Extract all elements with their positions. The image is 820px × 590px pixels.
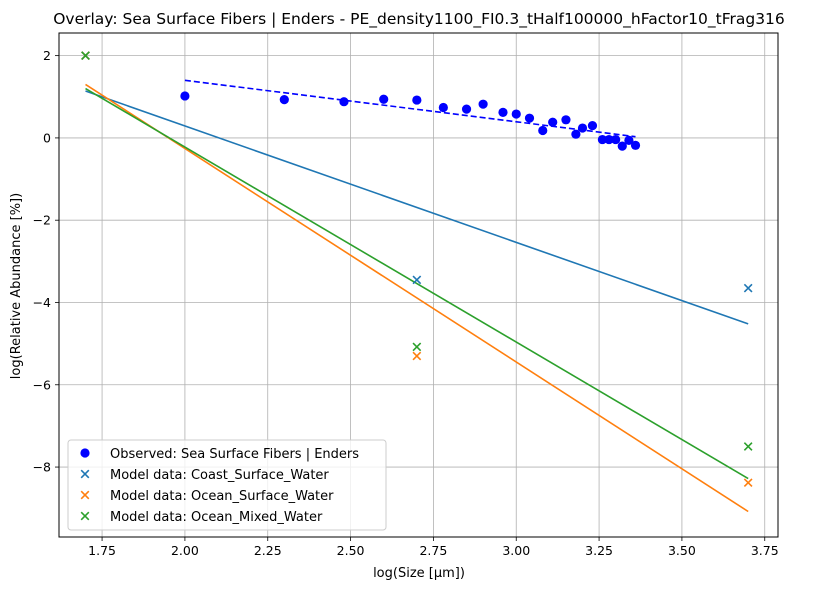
plot-frame: [58, 32, 779, 538]
x-tick-label: 3.25: [585, 543, 613, 558]
model-point: [81, 51, 90, 60]
y-tick-label: −2: [33, 213, 51, 228]
observed-point: [624, 135, 634, 145]
observed-point: [630, 140, 641, 150]
y-tick-label: −4: [33, 295, 51, 310]
observed-point: [571, 129, 581, 139]
x-tick-label: 2.25: [254, 543, 282, 558]
y-tick-label: 0: [43, 130, 51, 145]
legend-label: Observed: Sea Surface Fibers | Enders: [110, 447, 359, 462]
x-marker-stroke: [412, 342, 422, 352]
legend-label: Model data: Ocean_Surface_Water: [110, 489, 334, 504]
model-point: [743, 478, 753, 488]
observed-point: [339, 97, 349, 107]
legend-marker: [80, 448, 90, 458]
legend-label: Model data: Ocean_Mixed_Water: [110, 510, 323, 525]
chart-title: Overlay: Sea Surface Fibers | Enders - P…: [53, 10, 785, 29]
model-point: [743, 283, 753, 293]
x-tick-label: 2.50: [337, 543, 365, 558]
observed-point: [412, 95, 422, 105]
x-marker-stroke: [80, 469, 90, 479]
observed-point: [461, 104, 472, 114]
observed-point: [577, 123, 588, 133]
legend-box: [67, 439, 387, 531]
x-tick-label: 2.00: [171, 543, 199, 558]
data-points: [81, 51, 753, 488]
observed-point: [511, 109, 521, 119]
observed-point: [617, 141, 627, 151]
model-point: [412, 275, 422, 285]
fit-lines: [85, 79, 749, 513]
legend-marker: [80, 469, 90, 479]
observed-point: [524, 113, 535, 123]
y-axis-title: log(Relative Abundance [%]): [9, 193, 24, 379]
observed-point: [279, 95, 289, 105]
axis-ticks: 1.75 2.00 2.25 2.50 2.75 3.00 3.25 3.50 3.75 2 0 −2…: [33, 48, 779, 558]
observed-point: [548, 117, 558, 127]
y-tick-label: −8: [33, 460, 51, 475]
y-tick-label: 2: [43, 48, 51, 63]
model-fit-line: [85, 83, 749, 513]
legend-label: Model data: Coast_Surface_Water: [110, 468, 329, 483]
observed-point: [587, 120, 598, 131]
model-point: [412, 351, 422, 361]
model-fit-line: [85, 87, 749, 480]
observed-point: [478, 99, 488, 109]
x-axis-title: log(Size [µm]): [373, 566, 465, 581]
x-marker-stroke: [412, 351, 422, 361]
observed-point: [538, 125, 548, 136]
x-marker-stroke: [81, 51, 90, 60]
x-marker-stroke: [743, 442, 753, 451]
x-tick-label: 1.75: [88, 543, 116, 558]
x-tick-label: 3.50: [668, 543, 696, 558]
model-point: [743, 442, 753, 451]
x-tick-label: 3.75: [751, 543, 779, 558]
observed-point: [604, 134, 614, 145]
observed-point: [379, 94, 389, 104]
legend-marker: [80, 490, 90, 500]
model-fit-line: [85, 90, 749, 325]
x-tick-label: 2.75: [419, 543, 447, 558]
observed-point: [561, 115, 571, 125]
x-marker-stroke: [80, 511, 90, 521]
observed-point: [597, 134, 607, 145]
legend-marker: [80, 511, 90, 521]
observed-point: [180, 91, 190, 101]
y-tick-label: −6: [33, 377, 51, 392]
x-marker-stroke: [412, 275, 422, 285]
x-marker-stroke: [743, 283, 753, 293]
x-marker-stroke: [80, 490, 90, 500]
legend: Observed: Sea Surface Fibers | Enders Mod…: [67, 439, 387, 531]
observed-fit-line: [184, 79, 636, 138]
x-marker-stroke: [743, 478, 753, 488]
model-point: [412, 342, 422, 352]
observed-point: [498, 107, 508, 118]
observed-point: [611, 134, 621, 145]
observed-point: [438, 102, 448, 113]
x-tick-label: 3.00: [502, 543, 530, 558]
